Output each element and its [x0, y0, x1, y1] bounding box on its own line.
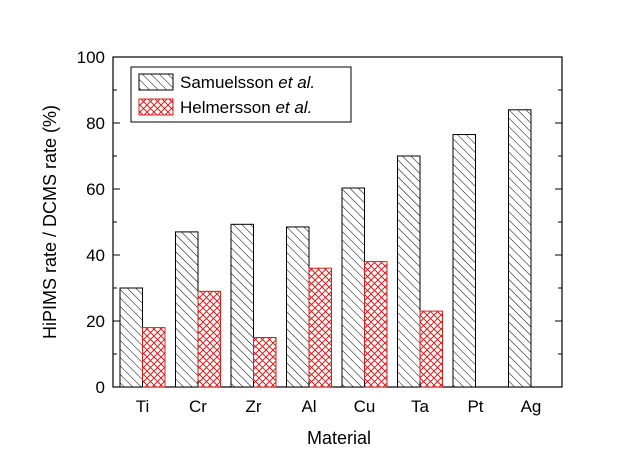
- legend-swatch-samuelsson: [138, 73, 174, 91]
- legend-label-helmersson: Helmersson et al.: [180, 98, 312, 117]
- bar-samuelsson-al: [286, 226, 310, 388]
- bar-helmersson-cr: [197, 290, 221, 388]
- legend: Samuelsson et al. Helmersson et al.: [130, 66, 352, 123]
- x-axis-label: Material: [307, 428, 371, 448]
- bar-helmersson-ti: [142, 327, 166, 388]
- x-tick-label-cu: Cu: [354, 397, 376, 416]
- y-tick-label: 20: [86, 312, 105, 331]
- bar-helmersson-cu: [364, 261, 388, 388]
- x-tick-label-ta: Ta: [411, 397, 430, 416]
- legend-swatch-helmersson: [138, 98, 174, 116]
- x-tick-label-ti: Ti: [136, 397, 150, 416]
- x-tick-label-zr: Zr: [245, 397, 261, 416]
- x-tick-label-ag: Ag: [521, 397, 542, 416]
- x-tick-label-pt: Pt: [467, 397, 483, 416]
- bar-helmersson-ta: [419, 310, 443, 388]
- x-axis-ticks: Ti Cr Zr Al Cu Ta Pt Ag: [136, 381, 542, 416]
- bar-samuelsson-ta: [397, 155, 421, 388]
- bar-helmersson-zr: [253, 337, 277, 388]
- bar-samuelsson-pt: [452, 134, 476, 388]
- x-tick-label-al: Al: [301, 397, 316, 416]
- y-tick-label: 80: [86, 114, 105, 133]
- x-tick-label-cr: Cr: [189, 397, 207, 416]
- y-tick-label: 60: [86, 180, 105, 199]
- y-tick-label: 100: [77, 48, 105, 67]
- bar-samuelsson-cr: [175, 231, 199, 388]
- series-helmersson-bars: [142, 261, 443, 388]
- legend-label-samuelsson: Samuelsson et al.: [180, 73, 315, 92]
- y-tick-label: 40: [86, 246, 105, 265]
- y-tick-label: 0: [96, 378, 105, 397]
- bar-samuelsson-zr: [230, 223, 254, 388]
- y-axis-ticks: 0 20 40 60 80 100: [77, 48, 562, 397]
- bar-samuelsson-ag: [508, 109, 532, 388]
- bar-samuelsson-ti: [119, 287, 143, 388]
- y-axis-label: HiPIMS rate / DCMS rate (%): [40, 105, 60, 339]
- bar-samuelsson-cu: [341, 187, 365, 388]
- bar-helmersson-al: [308, 267, 332, 388]
- series-samuelsson-bars: [119, 109, 532, 388]
